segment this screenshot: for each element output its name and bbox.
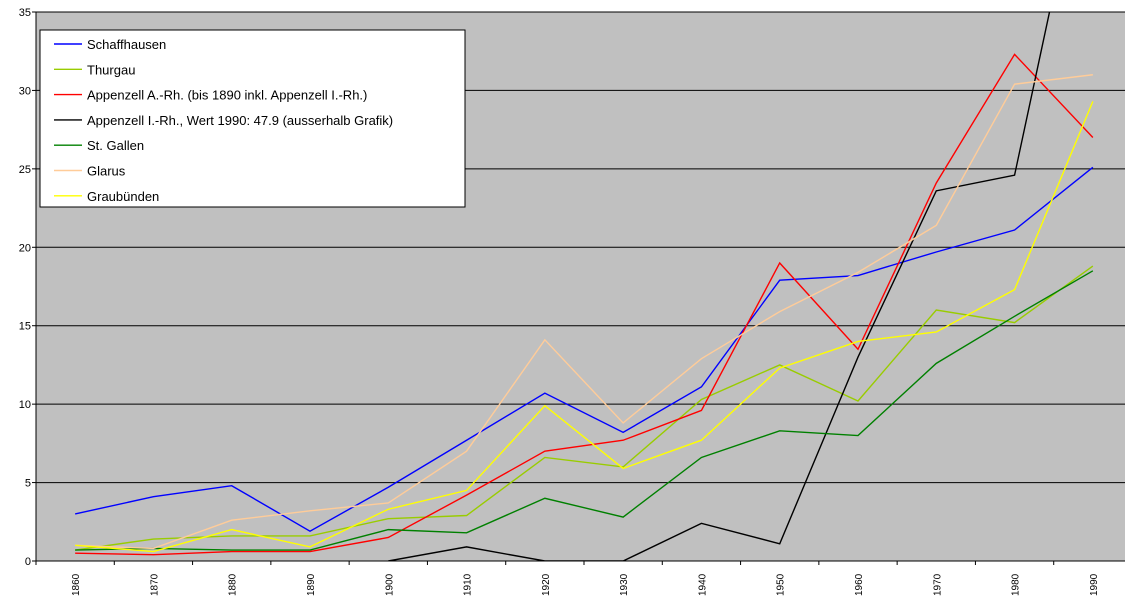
y-tick-label: 20: [19, 242, 31, 254]
legend-box: [39, 29, 466, 208]
x-tick-label: 1900: [384, 573, 395, 596]
y-tick-label: 30: [19, 85, 31, 97]
series-line: [75, 101, 1094, 553]
legend-label: Thurgau: [87, 62, 135, 77]
x-tick-label: 1910: [463, 573, 474, 596]
y-tick-label: 35: [19, 7, 31, 19]
legend-label: Appenzell A.-Rh. (bis 1890 inkl. Appenze…: [87, 88, 367, 103]
legend-label: St. Gallen: [87, 138, 144, 153]
series-line: [75, 53, 1094, 556]
y-tick-label: 25: [19, 164, 31, 176]
x-tick-label: 1870: [149, 573, 160, 596]
x-tick-label: 1980: [1011, 573, 1022, 596]
x-tick-label: 1920: [541, 573, 552, 596]
series-line: [388, 12, 1051, 561]
axes: 0 5 10 15 20 25 30 35 1860 1870 1880 1890 1900 1910 19…: [19, 7, 1125, 596]
legend-label: Appenzell I.-Rh., Wert 1990: 47.9 (ausse…: [87, 113, 393, 128]
lines: [74, 12, 1094, 561]
x-tick-label: 1890: [306, 573, 317, 596]
x-tick-label: 1990: [1089, 573, 1100, 596]
x-tick-label: 1940: [697, 573, 708, 596]
y-tick-label: 0: [25, 556, 31, 568]
series-line: [74, 166, 1094, 533]
y-tick-label: 5: [25, 478, 31, 490]
series-line: [75, 270, 1094, 551]
legend: Schaffhausen Thurgau Appenzell A.-Rh. (bis…: [39, 29, 466, 208]
x-tick-label: 1880: [228, 573, 239, 596]
x-tick-label: 1970: [932, 573, 943, 596]
series-line: [75, 265, 1094, 551]
x-tick-label: 1860: [71, 573, 82, 596]
legend-label: Glarus: [87, 164, 126, 179]
legend-label: Graubünden: [87, 189, 159, 204]
x-tick-label: 1930: [619, 573, 630, 596]
x-tick-label: 1960: [854, 573, 865, 596]
y-tick-label: 10: [19, 399, 31, 411]
legend-label: Schaffhausen: [87, 37, 166, 52]
x-tick-label: 1950: [776, 573, 787, 596]
y-tick-label: 15: [19, 321, 31, 333]
series-line: [75, 74, 1093, 550]
